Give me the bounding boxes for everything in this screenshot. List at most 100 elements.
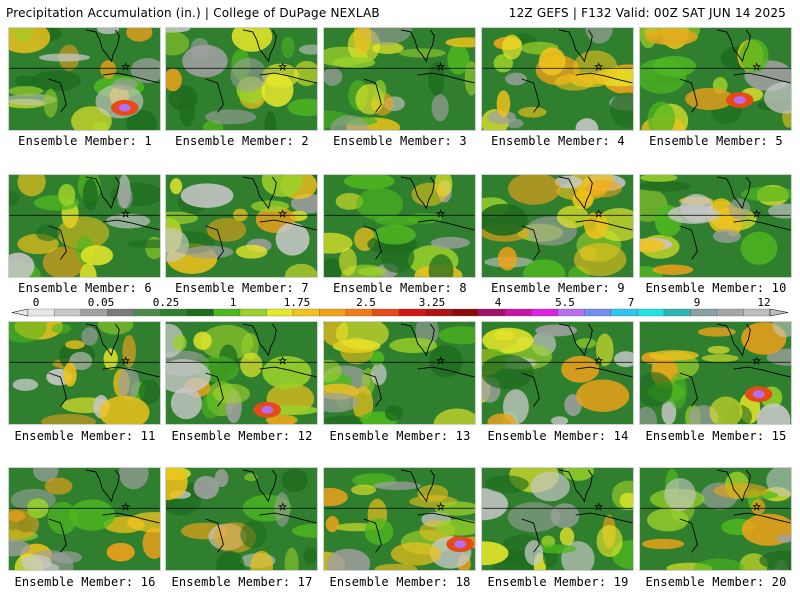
precip-map: ☆ <box>640 175 791 277</box>
florida-coastline <box>400 469 435 503</box>
florida-coastline <box>242 29 277 63</box>
precip-blob <box>274 492 290 527</box>
precip-blob <box>14 75 37 87</box>
star-icon: ☆ <box>278 62 287 73</box>
precip-blob <box>205 109 257 125</box>
precip-map: ☆ <box>482 468 633 570</box>
precip-blob <box>640 372 673 407</box>
precip-blob <box>99 395 150 424</box>
precip-map: ☆ <box>640 28 791 130</box>
precip-blob <box>281 36 295 59</box>
ensemble-panel: ☆ <box>323 174 476 278</box>
precip-blob <box>433 408 475 424</box>
extreme-precip-core <box>454 540 466 549</box>
ensemble-panel: ☆ <box>8 27 161 131</box>
precip-blob <box>122 334 136 368</box>
ensemble-panel: ☆ <box>639 321 792 425</box>
precip-blob <box>647 508 689 532</box>
precip-blob <box>431 94 449 122</box>
ensemble-panel: ☆ <box>481 174 634 278</box>
precip-blob <box>644 28 699 46</box>
precip-blob <box>180 183 234 208</box>
precip-blob <box>613 351 633 368</box>
ensemble-panel: ☆ <box>8 174 161 278</box>
precip-blob <box>106 542 135 562</box>
precip-blob <box>9 190 20 206</box>
precip-blob <box>709 396 743 424</box>
precip-map: ☆ <box>640 468 791 570</box>
colorbar-tick-label: 1.75 <box>283 296 311 309</box>
florida-coastline <box>558 469 593 503</box>
precip-blob <box>9 539 31 557</box>
precip-blob <box>768 203 791 219</box>
precip-blob <box>281 468 308 493</box>
colorbar-swatch <box>160 308 188 317</box>
colorbar-swatch <box>266 308 294 317</box>
ensemble-panel: ☆ <box>639 467 792 571</box>
precip-blob <box>535 324 578 337</box>
precip-blob <box>640 406 657 424</box>
cuba-coastline <box>575 512 633 524</box>
star-icon: ☆ <box>594 209 603 220</box>
ensemble-member-label: Ensemble Member: 17 <box>171 575 313 589</box>
ensemble-member-label: Ensemble Member: 19 <box>487 575 629 589</box>
precip-blob <box>573 50 618 85</box>
colorbar-swatch <box>451 308 479 317</box>
precip-blob <box>51 551 83 564</box>
florida-coastline <box>242 323 277 357</box>
precip-blob <box>487 413 516 424</box>
precip-blob <box>170 178 183 195</box>
precip-blob <box>63 362 77 387</box>
cuba-coastline <box>102 512 160 524</box>
florida-coastline <box>558 323 593 357</box>
precip-blob <box>575 338 597 349</box>
ensemble-panel: ☆ <box>165 467 318 571</box>
precip-blob <box>482 541 509 566</box>
precip-blob <box>298 44 317 55</box>
yucatan-coastline <box>205 225 224 260</box>
colorbar-swatch <box>107 308 135 317</box>
precip-blob <box>264 111 277 130</box>
colorbar-right-arrow <box>769 308 789 317</box>
precip-blob <box>35 224 60 242</box>
precip-blob <box>380 241 415 273</box>
precip-blob <box>57 216 110 250</box>
cuba-coastline <box>575 366 633 378</box>
precip-blob <box>69 499 116 531</box>
precip-blob <box>182 44 228 78</box>
ensemble-member-label: Ensemble Member: 15 <box>645 429 787 443</box>
florida-coastline <box>242 469 277 503</box>
ensemble-member-label: Ensemble Member: 6 <box>18 281 152 295</box>
precip-blob <box>82 178 98 211</box>
precip-blob <box>524 540 544 566</box>
precip-blob <box>664 478 696 511</box>
precip-blob <box>12 378 39 391</box>
precip-blob <box>241 332 259 360</box>
ensemble-member-label: Ensemble Member: 1 <box>18 134 152 148</box>
precip-blob <box>357 266 387 276</box>
florida-coastline <box>85 29 120 63</box>
precip-blob <box>697 327 736 337</box>
colorbar-swatch <box>663 308 691 317</box>
precip-blob <box>351 484 377 496</box>
precip-blob <box>585 179 622 198</box>
florida-coastline <box>85 176 120 210</box>
precip-blob <box>17 175 46 197</box>
cuba-coastline <box>259 366 317 378</box>
precip-blob <box>429 344 463 378</box>
precip-blob <box>763 82 791 114</box>
precip-blob <box>284 547 299 570</box>
precip-blob <box>640 238 665 253</box>
precip-blob <box>138 379 160 405</box>
precip-blob <box>641 538 685 550</box>
precip-blob <box>324 232 353 254</box>
ensemble-panel: ☆ <box>639 27 792 131</box>
precip-blob <box>756 403 791 424</box>
precip-blob <box>713 483 769 499</box>
precip-map: ☆ <box>324 28 475 130</box>
star-icon: ☆ <box>121 502 130 513</box>
precip-blob <box>482 327 534 354</box>
ensemble-member-label: Ensemble Member: 12 <box>171 429 313 443</box>
precip-blob <box>275 222 310 256</box>
precip-blob <box>324 415 368 424</box>
